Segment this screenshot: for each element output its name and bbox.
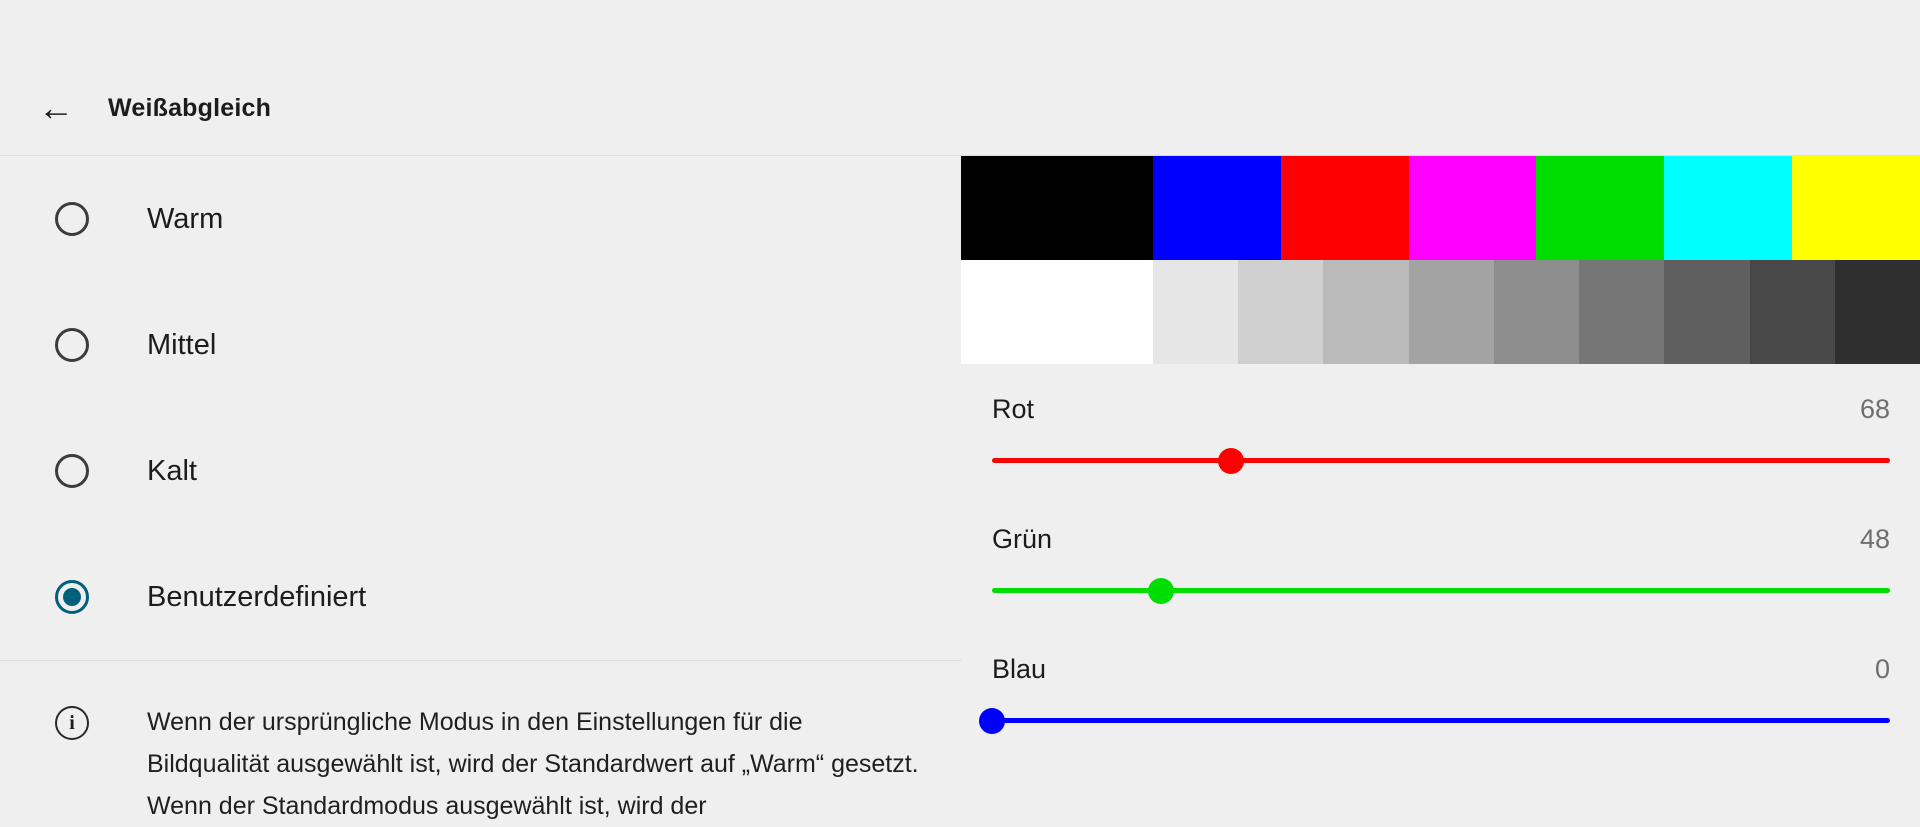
slider-track[interactable]: [979, 708, 1890, 734]
slider-group-rot: Rot 68: [992, 392, 1890, 474]
grayscale-test-pattern: [961, 260, 1920, 364]
page-title: Weißabgleich: [108, 93, 272, 122]
preview-and-sliders-pane: Rot 68 Grün 48 Blau 0: [961, 156, 1920, 823]
slider-thumb[interactable]: [979, 708, 1005, 734]
radio-selected-icon[interactable]: [55, 580, 89, 614]
arrow-left-icon: ←: [38, 87, 74, 128]
radio-option-warm[interactable]: Warm: [0, 156, 961, 282]
slider-track-line[interactable]: [992, 588, 1890, 593]
gray-bar: [1664, 260, 1750, 364]
slider-label: Blau: [992, 653, 1047, 684]
color-test-pattern: [961, 156, 1920, 260]
slider-label-row: Blau 0: [992, 652, 1890, 686]
rgb-sliders: Rot 68 Grün 48 Blau 0: [961, 364, 1920, 734]
radio-option-mittel[interactable]: Mittel: [0, 282, 961, 408]
slider-thumb[interactable]: [1148, 578, 1175, 604]
header-inner: ← Weißabgleich: [0, 86, 1920, 130]
gray-bar: [961, 260, 1153, 364]
radio-option-list: Warm Mittel Kalt Benutzerdefiniert: [0, 156, 961, 660]
gray-bar: [1152, 260, 1239, 364]
info-icon: i: [55, 706, 89, 740]
slider-label: Grün: [992, 523, 1053, 554]
gray-bar: [1834, 260, 1920, 364]
radio-unselected-icon[interactable]: [55, 328, 89, 362]
gray-bar: [1749, 260, 1835, 364]
divider: [0, 660, 961, 661]
slider-track-line[interactable]: [992, 718, 1890, 723]
slider-value: 48: [1859, 523, 1890, 554]
radio-option-kalt[interactable]: Kalt: [0, 408, 961, 534]
color-bar: [1536, 156, 1665, 260]
slider-group-blau: Blau 0: [979, 652, 1890, 734]
gray-bar: [1579, 260, 1665, 364]
radio-option-benutzerdefiniert[interactable]: Benutzerdefiniert: [0, 534, 961, 660]
slider-thumb[interactable]: [1218, 448, 1245, 474]
info-text: Wenn der ursprüngliche Modus in den Eins…: [147, 708, 919, 820]
main-content: Warm Mittel Kalt Benutzerdefiniert i Wenn d…: [0, 156, 1920, 823]
radio-option-label: Kalt: [147, 454, 197, 487]
white-balance-options-pane: Warm Mittel Kalt Benutzerdefiniert i Wenn d…: [0, 156, 961, 823]
header: ← Weißabgleich: [0, 0, 1920, 156]
color-bar: [961, 156, 1153, 260]
slider-track[interactable]: [992, 578, 1890, 604]
gray-bar: [1408, 260, 1494, 364]
gray-bar: [1238, 260, 1324, 364]
back-button[interactable]: ←: [34, 86, 78, 130]
color-bar: [1664, 156, 1793, 260]
slider-track[interactable]: [992, 448, 1890, 474]
slider-label: Rot: [992, 393, 1035, 424]
info-note: i Wenn der ursprüngliche Modus in den Ei…: [0, 701, 961, 827]
slider-value: 0: [1874, 653, 1890, 684]
radio-option-label: Benutzerdefiniert: [147, 580, 367, 613]
color-bar: [1408, 156, 1537, 260]
slider-label-row: Rot 68: [992, 392, 1890, 426]
slider-value: 68: [1859, 393, 1890, 424]
info-icon-glyph: i: [69, 712, 75, 734]
radio-option-label: Warm: [147, 202, 224, 235]
color-bar: [1792, 156, 1920, 260]
gray-bar: [1323, 260, 1409, 364]
slider-label-row: Grün 48: [992, 522, 1890, 556]
radio-option-label: Mittel: [147, 328, 217, 361]
color-bar: [1152, 156, 1281, 260]
slider-track-line[interactable]: [992, 458, 1890, 463]
gray-bar: [1493, 260, 1580, 364]
color-bar: [1280, 156, 1409, 260]
slider-group-grun: Grün 48: [992, 522, 1890, 604]
radio-unselected-icon[interactable]: [55, 202, 89, 236]
radio-unselected-icon[interactable]: [55, 454, 89, 488]
